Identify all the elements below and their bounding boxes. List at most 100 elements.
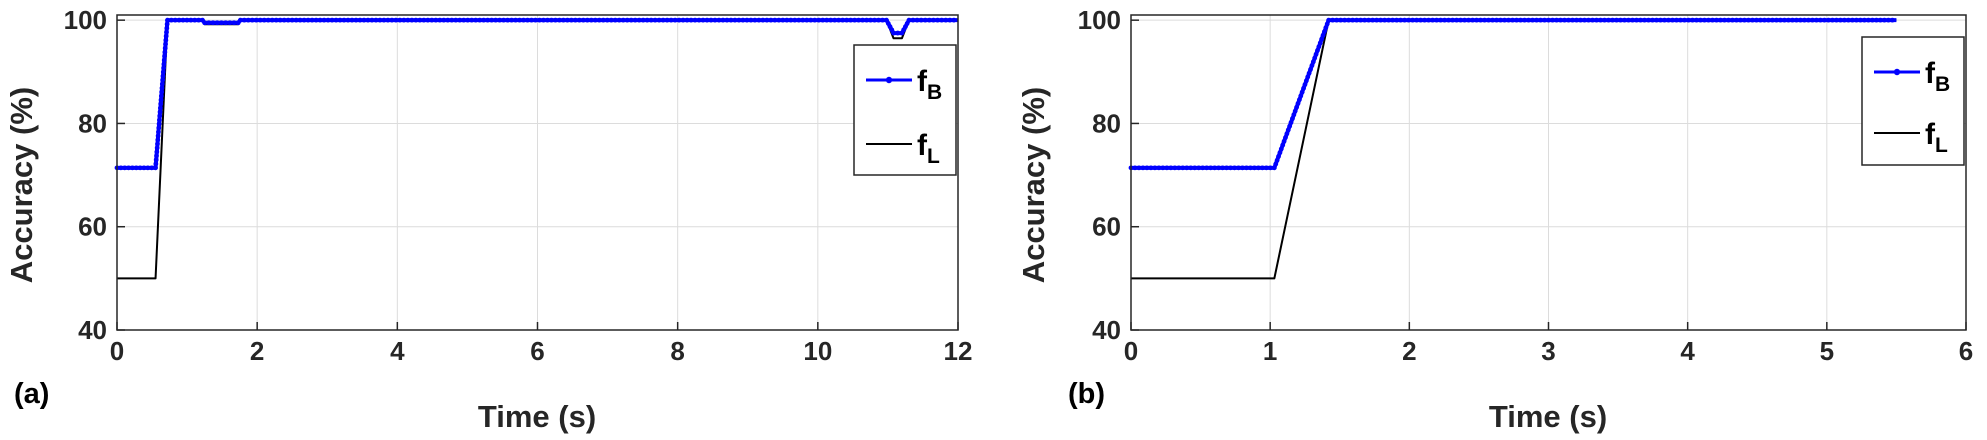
series-marker-f-b [895, 30, 901, 36]
series-marker-f-b [604, 17, 610, 23]
x-ticks-b: 0 1 2 3 4 5 6 [1124, 322, 1973, 366]
series-marker-f-b [429, 17, 435, 23]
legend-name-a-fb: f [917, 65, 928, 98]
series-marker-f-b [1287, 123, 1293, 129]
series-marker-f-b [521, 17, 526, 23]
series-marker-f-b [1306, 70, 1312, 76]
series-marker-f-b [357, 17, 363, 23]
series-marker-f-b [1342, 17, 1348, 23]
series-marker-f-b [1718, 17, 1723, 23]
series-marker-f-b [485, 17, 491, 23]
series-marker-f-b [1148, 165, 1154, 171]
series-marker-f-b [365, 17, 371, 23]
legend-marker-b-fb [1893, 68, 1901, 76]
series-marker-f-b [1858, 17, 1863, 23]
series-marker-f-b [1550, 17, 1555, 23]
series-marker-f-b [161, 65, 167, 71]
series-marker-f-b [1522, 17, 1527, 23]
series-marker-f-b [157, 105, 163, 111]
series-marker-f-b [569, 17, 574, 23]
series-marker-f-b [265, 17, 271, 23]
series-marker-f-b [219, 20, 224, 26]
series-marker-f-b [277, 17, 283, 23]
series-marker-f-b [640, 17, 646, 23]
series-marker-f-b [1374, 17, 1379, 23]
legend-name-a-fl: f [917, 129, 928, 162]
series-marker-f-b [1642, 17, 1647, 23]
series-layer-b [1128, 17, 1897, 280]
series-marker-f-b [1574, 17, 1579, 23]
series-marker-f-b [1758, 17, 1763, 23]
series-marker-f-b [273, 17, 279, 23]
series-marker-f-b [1730, 17, 1735, 23]
series-marker-f-b [1654, 17, 1659, 23]
series-marker-f-b [712, 17, 718, 23]
series-marker-f-b [776, 17, 782, 23]
series-marker-f-b [744, 17, 750, 23]
series-marker-f-b [820, 17, 826, 23]
series-marker-f-b [525, 17, 530, 23]
series-marker-f-b [156, 129, 161, 135]
series-marker-f-b [848, 17, 854, 23]
series-marker-f-b [1626, 17, 1631, 23]
series-marker-f-b [241, 17, 247, 23]
series-marker-f-b [1274, 157, 1280, 163]
series-layer-a [114, 17, 958, 280]
series-marker-f-b [196, 17, 202, 23]
series-marker-f-b [413, 17, 419, 23]
series-marker-f-b [1698, 17, 1703, 23]
series-marker-f-b [752, 17, 758, 23]
series-marker-f-b [1301, 85, 1306, 91]
series-marker-f-b [1526, 17, 1531, 23]
series-marker-f-b [1786, 17, 1791, 23]
series-marker-f-b [433, 17, 439, 23]
legend-label-a-fb: fB [917, 65, 942, 104]
series-marker-f-b [393, 17, 399, 23]
series-marker-f-b [1562, 17, 1567, 23]
legend-name-b-fl: f [1925, 118, 1936, 151]
series-marker-f-b [788, 17, 794, 23]
series-marker-f-b [600, 17, 606, 23]
series-marker-f-b [1834, 17, 1839, 23]
series-marker-f-b [1594, 17, 1599, 23]
series-marker-f-b [421, 17, 427, 23]
series-marker-f-b [1610, 17, 1615, 23]
series-marker-f-b [1830, 17, 1835, 23]
series-marker-f-b [1378, 17, 1383, 23]
series-marker-f-b [1252, 165, 1257, 171]
series-marker-f-b [1267, 165, 1273, 171]
x-tick-label: 0 [110, 336, 124, 366]
series-marker-f-b [153, 165, 158, 171]
series-marker-f-b [692, 17, 698, 23]
series-marker-f-b [1778, 17, 1783, 23]
series-marker-f-b [164, 29, 169, 35]
series-marker-f-b [1462, 17, 1467, 23]
series-marker-f-b [477, 17, 483, 23]
series-marker-f-b [1132, 165, 1138, 171]
series-marker-f-b [1598, 17, 1603, 23]
series-marker-f-b [951, 17, 957, 23]
series-marker-f-b [160, 73, 166, 79]
series-marker-f-b [377, 17, 383, 23]
legend-box-b [1861, 36, 1965, 166]
x-tick-label: 10 [803, 336, 832, 366]
series-marker-f-b [257, 17, 263, 23]
legend-sub-a-fb: B [927, 81, 942, 104]
series-marker-f-b [163, 41, 168, 47]
series-marker-f-b [1330, 17, 1336, 23]
series-marker-f-b [1542, 17, 1547, 23]
series-marker-f-b [214, 20, 220, 26]
series-marker-f-b [163, 37, 169, 43]
series-marker-f-b [130, 165, 135, 171]
series-marker-f-b [1281, 138, 1287, 144]
series-marker-f-b [1586, 17, 1591, 23]
series-marker-f-b [612, 17, 618, 23]
y-tick-label: 60 [1092, 212, 1121, 242]
series-marker-f-b [453, 17, 459, 23]
series-marker-f-b [157, 117, 162, 123]
series-marker-f-b [1228, 165, 1233, 171]
series-marker-f-b [141, 165, 147, 171]
series-marker-f-b [1530, 17, 1535, 23]
series-marker-f-b [1670, 17, 1675, 23]
series-marker-f-b [931, 17, 936, 23]
